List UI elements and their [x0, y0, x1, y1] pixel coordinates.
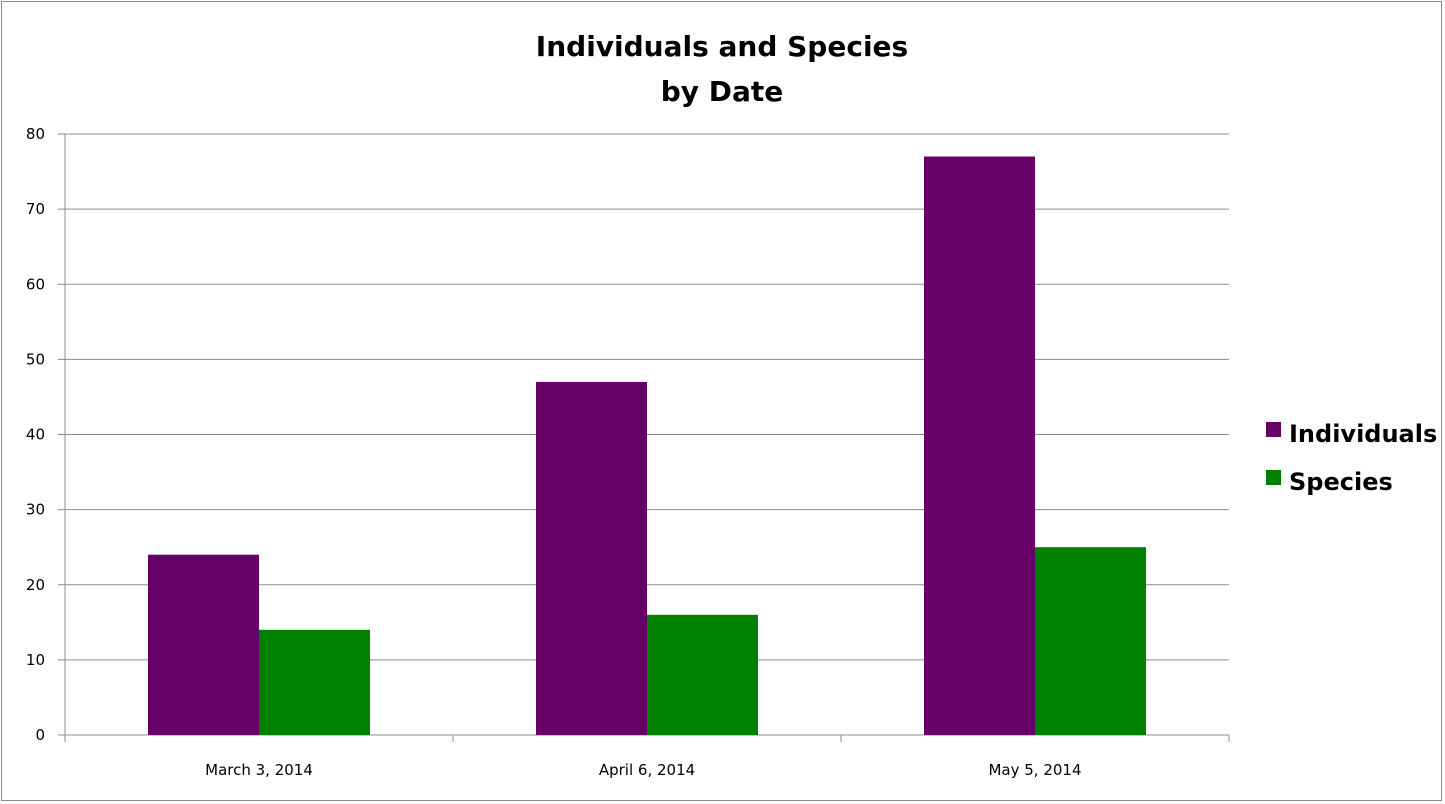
chart-title-line-2: by Date [661, 75, 784, 108]
chart-title-line-1: Individuals and Species [536, 30, 908, 63]
legend-swatch-species [1266, 470, 1281, 485]
x-tick-label: April 6, 2014 [599, 761, 695, 779]
bar-species-0 [259, 629, 370, 735]
legend: Individuals Species [1266, 420, 1437, 496]
y-tick-label: 0 [35, 726, 45, 744]
legend-label-individuals: Individuals [1289, 420, 1437, 448]
legend-swatch-individuals [1266, 422, 1281, 437]
bar-species-1 [647, 614, 758, 735]
y-tick-label: 70 [26, 200, 45, 218]
y-tick-label: 50 [26, 350, 45, 368]
x-tick-label: March 3, 2014 [205, 761, 313, 779]
bar-individuals-0 [148, 554, 259, 735]
y-tick-label: 30 [26, 501, 45, 519]
y-tick-label: 20 [26, 576, 45, 594]
y-axis: 0 10 20 30 40 50 60 70 80 [26, 125, 66, 744]
y-tick-label: 10 [26, 651, 45, 669]
bar-individuals-2 [924, 156, 1035, 736]
y-tick-label: 60 [26, 275, 45, 293]
legend-label-species: Species [1289, 468, 1393, 496]
y-tick-label: 40 [26, 426, 45, 444]
bar-individuals-1 [536, 381, 647, 735]
x-axis: March 3, 2014 April 6, 2014 May 5, 2014 [64, 734, 1230, 779]
bar-species-2 [1035, 547, 1146, 735]
bars [148, 156, 1146, 736]
y-tick-label: 80 [26, 125, 45, 143]
x-tick-label: May 5, 2014 [988, 761, 1081, 779]
